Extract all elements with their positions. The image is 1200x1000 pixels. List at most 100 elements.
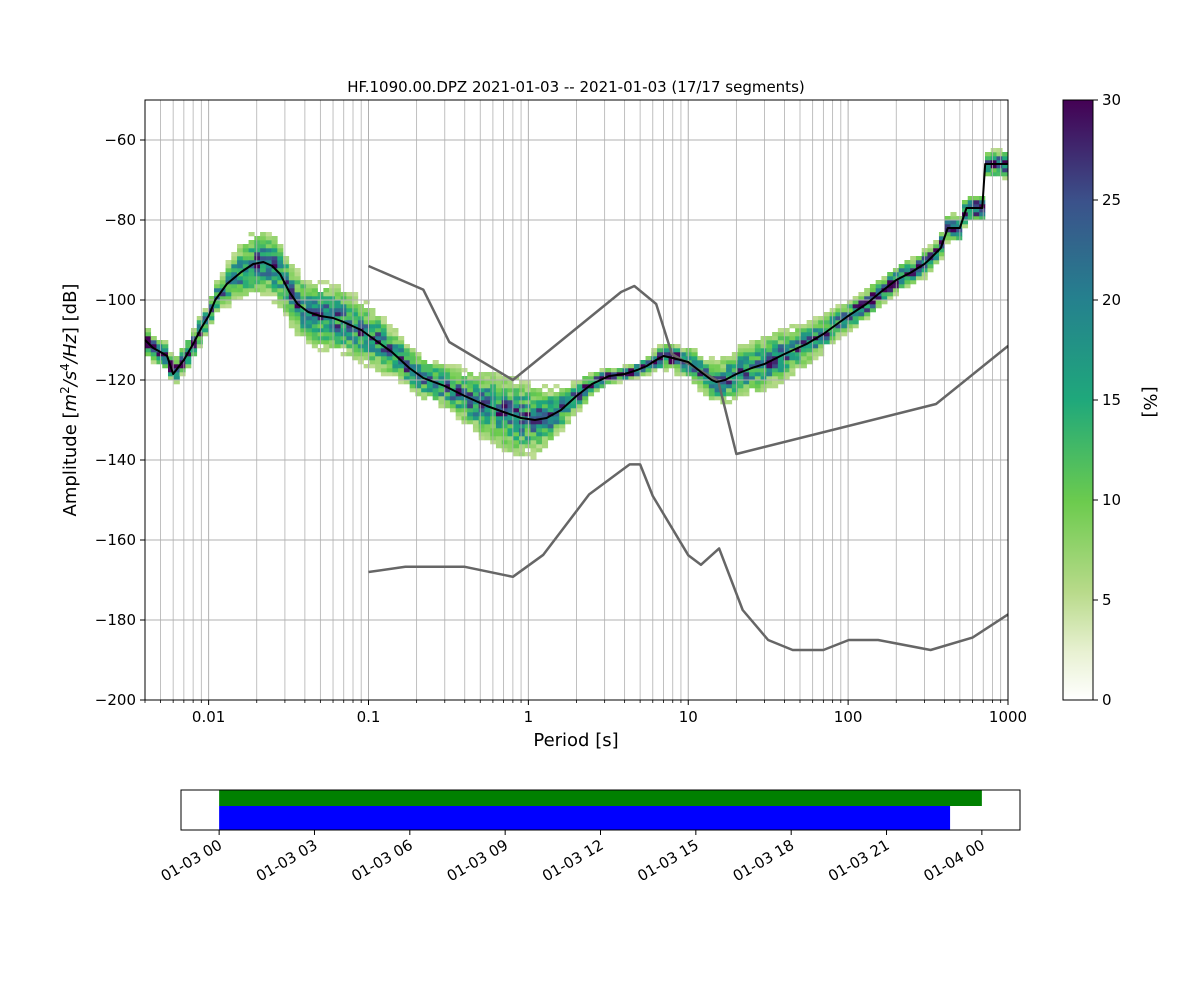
heatmap-cell [726,380,733,385]
heatmap-cell [421,360,428,365]
heatmap-cell [300,316,307,321]
heatmap-cell [398,352,405,357]
noise-model-low-line [368,463,1009,652]
heatmap-cell [478,400,485,405]
heatmap-cell [352,312,359,317]
heatmap-cell [283,272,290,277]
heatmap-cell [990,148,997,153]
heatmap-cell [214,280,221,285]
heatmap-cell [168,356,175,361]
heatmap-cell [743,384,750,389]
heatmap-cell [495,384,503,389]
heatmap-cell [697,388,704,393]
heatmap-cell [530,424,537,429]
heatmap-cell [513,384,520,389]
heatmap-cell [432,368,439,373]
heatmap-cell [444,364,451,369]
heatmap-cell [265,248,272,253]
heatmap-cell [260,248,267,253]
heatmap-cell [346,304,353,309]
heatmap-cell [231,268,238,273]
heatmap-cell [225,300,232,305]
heatmap-cell [1002,160,1009,165]
heatmap-cell [777,356,784,361]
heatmap-cell [294,284,301,289]
heatmap-cell [363,348,370,353]
heatmap-cell [789,336,796,341]
heatmap-cell [869,300,876,305]
heatmap-cell [398,336,405,341]
heatmap-cell [795,336,802,341]
heatmap-cell [501,376,508,381]
heatmap-cell [806,324,813,329]
heatmap-cell [421,384,428,389]
heatmap-cell [403,352,410,357]
heatmap-cell [524,444,531,449]
heatmap-cell [495,396,503,401]
heatmap-cell [818,352,825,357]
heatmap-cell [823,328,830,333]
heatmap-cell [225,296,232,301]
heatmap-cell [766,340,773,345]
heatmap-cell [300,324,307,329]
heatmap-cell [277,268,284,273]
heatmap-cell [145,336,152,341]
heatmap-cell [530,388,537,393]
heatmap-cell [306,312,313,317]
heatmap-cell [214,308,221,313]
heatmap-cell [806,320,813,325]
heatmap-cell [507,384,514,389]
heatmap-cell [818,324,825,329]
heatmap-cell [737,384,744,389]
heatmap-cell [777,360,784,365]
heatmap-cell [225,268,232,273]
heatmap-cell [720,384,727,389]
heatmap-cell [277,284,284,289]
heatmap-cell [783,372,790,377]
heatmap-cell [541,420,549,425]
heatmap-cell [518,428,526,433]
heatmap-cell [634,364,641,369]
heatmap-cell [662,360,669,365]
heatmap-cell [283,256,290,261]
heatmap-cell [680,352,687,357]
heatmap-cell [288,296,295,301]
heatmap-cell [260,288,267,293]
heatmap-cell [375,364,382,369]
heatmap-cell [271,244,278,249]
heatmap-cell [887,296,894,301]
y-label-part: 2 [58,386,72,394]
heatmap-cell [495,428,503,433]
heatmap-cell [904,284,911,289]
heatmap-cell [346,292,353,297]
heatmap-cell [369,320,376,325]
heatmap-cell [967,208,974,213]
heatmap-cell [559,396,566,401]
heatmap-cell [145,332,152,337]
heatmap-cell [622,364,629,369]
heatmap-cell [237,268,244,273]
heatmap-cell [852,312,859,317]
heatmap-cell [265,252,272,257]
heatmap-cell [334,336,341,341]
heatmap-cell [478,408,485,413]
heatmap-cell [415,368,422,373]
colorbar-tick-label: 20 [1102,291,1121,309]
heatmap-cell [789,352,796,357]
heatmap-cell [495,420,503,425]
heatmap-cell [749,352,756,357]
heatmap-cell [225,292,232,297]
heatmap-cell [605,372,612,377]
heatmap-cell [323,292,330,297]
heatmap-cell [576,384,583,389]
heatmap-cell [386,340,393,345]
heatmap-cell [576,388,583,393]
heatmap-cell [329,312,336,317]
heatmap-cell [737,388,744,393]
heatmap-cell [812,332,819,337]
heatmap-cell [593,388,600,393]
heatmap-cell [478,432,485,437]
heatmap-cell [334,316,341,321]
heatmap-cell [720,356,727,361]
heatmap-cell [369,340,376,345]
